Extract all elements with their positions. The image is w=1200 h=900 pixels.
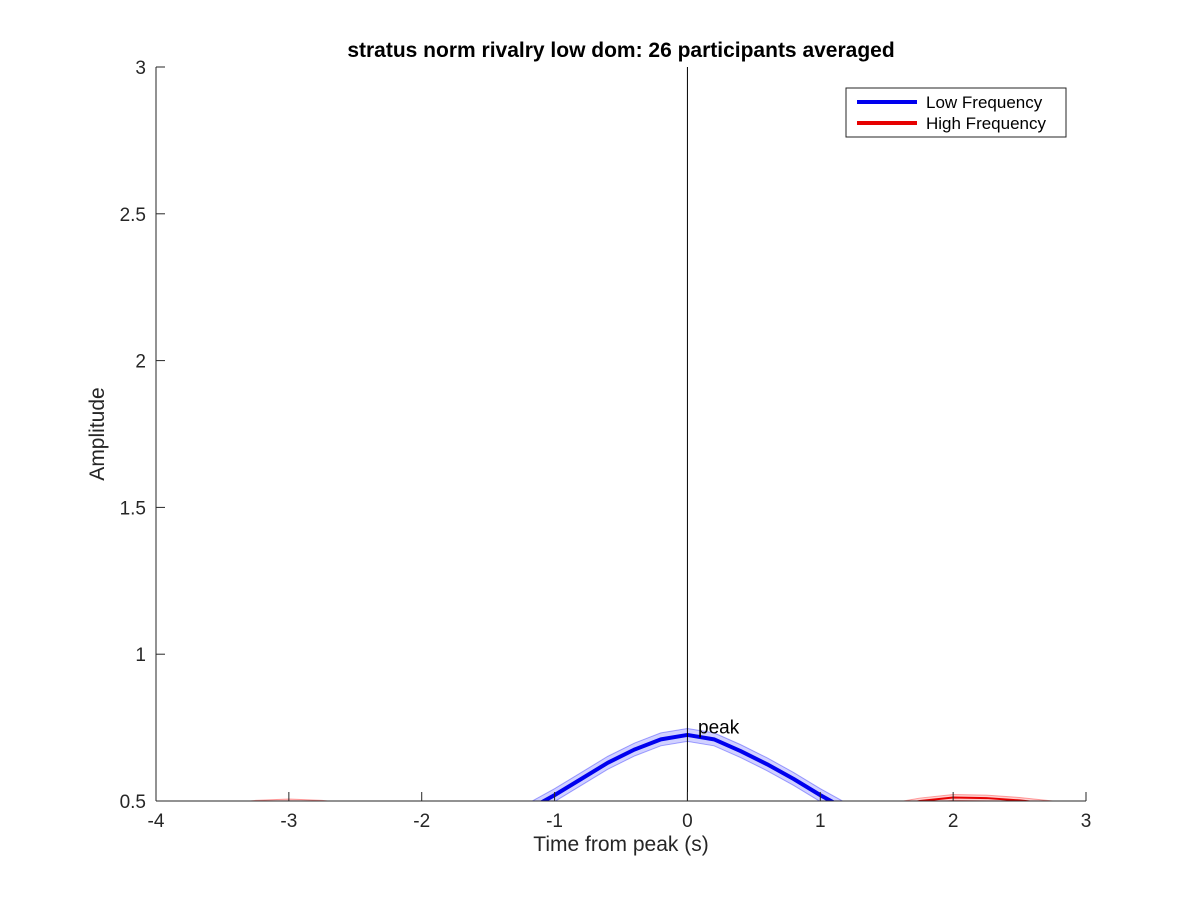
plot-area — [156, 67, 1086, 801]
legend-label-low-frequency: Low Frequency — [926, 93, 1043, 112]
x-tick-label: 1 — [815, 811, 826, 832]
y-tick-label: 3 — [135, 58, 146, 79]
x-tick-label: -1 — [546, 811, 563, 832]
legend: Low Frequency High Frequency — [845, 87, 1067, 138]
y-axis-label: Amplitude — [86, 387, 109, 480]
x-tick-label: 0 — [682, 811, 693, 832]
x-axis-label: Time from peak (s) — [533, 833, 708, 856]
series-line-high-frequency-1 — [914, 796, 1035, 801]
error-band-low-frequency-0 — [531, 727, 844, 801]
peak-annotation: peak — [698, 717, 740, 738]
y-tick-label: 1.5 — [120, 498, 146, 519]
y-tick-label: 1 — [135, 645, 146, 666]
x-tick-label: -4 — [148, 811, 165, 832]
x-tick-label: 2 — [948, 811, 959, 832]
x-tick-label: -3 — [280, 811, 297, 832]
legend-label-high-frequency: High Frequency — [926, 114, 1047, 133]
y-tick-label: 2 — [135, 352, 146, 373]
y-tick-label: 2.5 — [120, 205, 146, 226]
x-tick-label: -2 — [413, 811, 430, 832]
y-tick-label: 0.5 — [120, 792, 146, 813]
chart-title: stratus norm rivalry low dom: 26 partici… — [347, 39, 894, 62]
x-tick-label: 3 — [1081, 811, 1092, 832]
legend-box — [845, 87, 1067, 138]
